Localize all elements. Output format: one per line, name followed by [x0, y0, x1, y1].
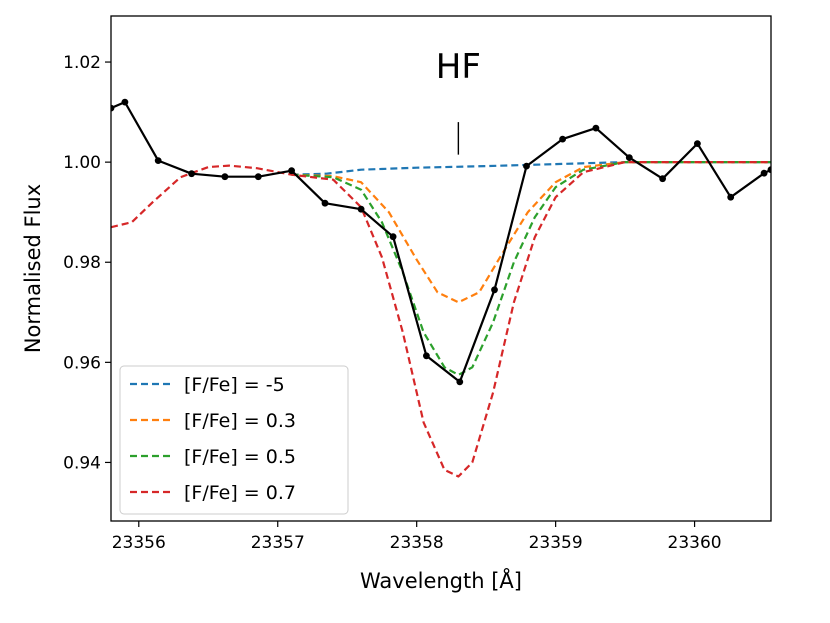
observed-point	[727, 193, 735, 201]
x-tick-label: 23359	[529, 533, 583, 553]
x-tick-label: 23358	[390, 533, 444, 553]
observed-point	[625, 154, 633, 162]
y-tick-label: 0.94	[63, 453, 101, 473]
model-series-line-2	[291, 161, 771, 376]
legend-label: [F/Fe] = 0.7	[184, 482, 296, 504]
plot-frame	[110, 15, 772, 522]
observed-point	[389, 233, 397, 241]
y-axis-label: Normalised Flux	[21, 184, 45, 353]
model-series-line-3	[111, 161, 771, 478]
y-tick-label: 1.00	[63, 153, 101, 173]
observed-point	[111, 104, 115, 112]
observed-point	[694, 140, 701, 148]
observed-point	[221, 173, 229, 181]
observed-point	[760, 169, 768, 177]
observed-point	[288, 167, 295, 175]
observed-point	[357, 205, 365, 213]
y-tick-label: 0.98	[63, 253, 101, 273]
legend-label: [F/Fe] = -5	[184, 374, 285, 396]
observed-point	[121, 98, 129, 106]
observed-point	[523, 162, 530, 170]
observed-point	[188, 170, 196, 178]
observed-point	[491, 286, 498, 294]
observed-point	[423, 352, 430, 360]
observed-point	[456, 378, 464, 386]
observed-point	[321, 199, 329, 207]
observed-point	[154, 157, 162, 165]
x-tick-label: 23357	[251, 533, 305, 553]
observed-point	[254, 173, 262, 181]
observed-point	[559, 135, 566, 143]
legend-label: [F/Fe] = 0.5	[184, 446, 296, 468]
observed-point	[592, 124, 600, 132]
x-tick-label: 23356	[112, 533, 166, 553]
hf-annotation: HF	[436, 47, 481, 155]
x-tick-label: 23360	[668, 533, 722, 553]
legend-box	[119, 365, 349, 515]
y-tick-label: 0.96	[63, 353, 101, 373]
y-tick-label: 1.02	[63, 53, 101, 73]
x-axis-label: Wavelength [Å]	[360, 567, 522, 593]
legend: [F/Fe] = -5 [F/Fe] = 0.3 [F/Fe] = 0.5 [F/Fe…	[119, 365, 349, 515]
observed-spectrum-line	[111, 100, 771, 383]
hf-label: HF	[436, 47, 481, 87]
legend-label: [F/Fe] = 0.3	[184, 410, 296, 432]
observed-point	[767, 166, 771, 174]
observed-point	[659, 175, 666, 183]
